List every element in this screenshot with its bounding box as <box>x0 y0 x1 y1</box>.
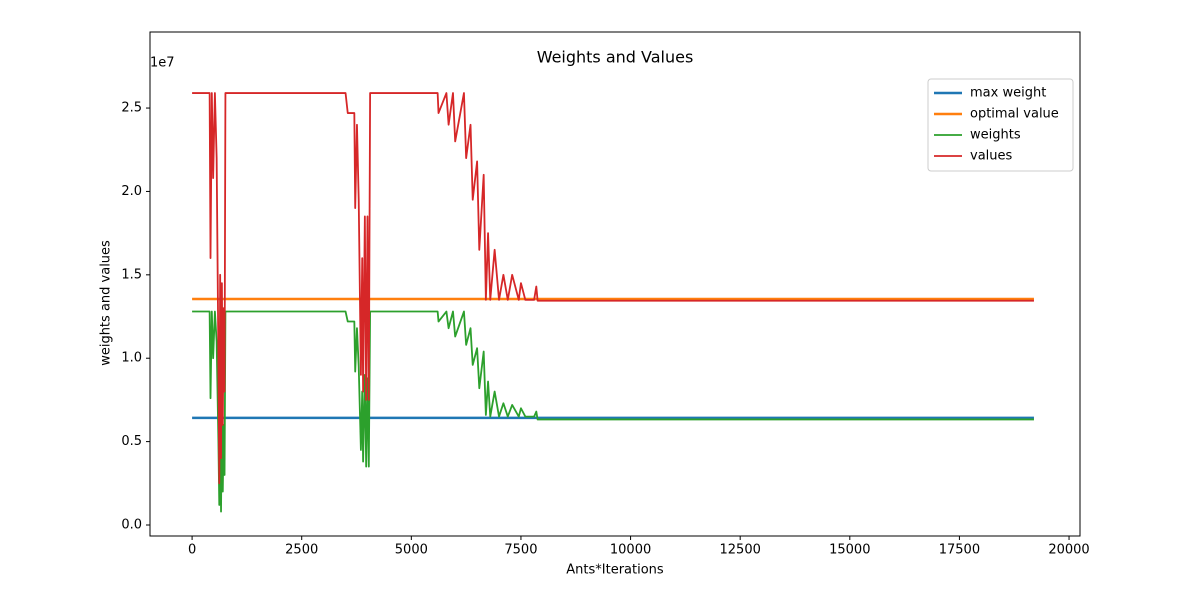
legend-label: weights <box>970 128 1021 143</box>
y-tick-label: 2.5 <box>121 101 142 116</box>
legend-box <box>927 78 1074 172</box>
chart-title: Weights and Values <box>537 48 694 67</box>
x-tick-label: 17500 <box>939 543 980 558</box>
x-tick-label: 20000 <box>1048 543 1089 558</box>
y-tick-label: 2.0 <box>121 184 142 199</box>
legend-label: optimal value <box>970 107 1059 122</box>
series-line <box>192 92 1034 485</box>
series-line <box>192 310 1034 513</box>
x-tick-label: 2500 <box>285 543 318 558</box>
legend-label: values <box>970 149 1013 164</box>
y-offset-label: 1e7 <box>150 56 175 71</box>
legend-label: max weight <box>970 86 1046 101</box>
y-tick-label: 0.5 <box>121 434 142 449</box>
x-tick-label: 10000 <box>610 543 651 558</box>
x-axis-label: Ants*Iterations <box>566 563 664 578</box>
x-tick-label: 15000 <box>829 543 870 558</box>
y-axis-label: weights and values <box>99 240 114 366</box>
x-tick-label: 0 <box>188 543 196 558</box>
x-tick-label: 12500 <box>720 543 761 558</box>
y-tick-label: 1.0 <box>121 351 142 366</box>
y-tick-label: 1.5 <box>121 267 142 282</box>
y-tick-label: 0.0 <box>121 517 142 532</box>
x-tick-label: 7500 <box>504 543 537 558</box>
plot-frame <box>149 31 1081 537</box>
x-tick-label: 5000 <box>395 543 428 558</box>
